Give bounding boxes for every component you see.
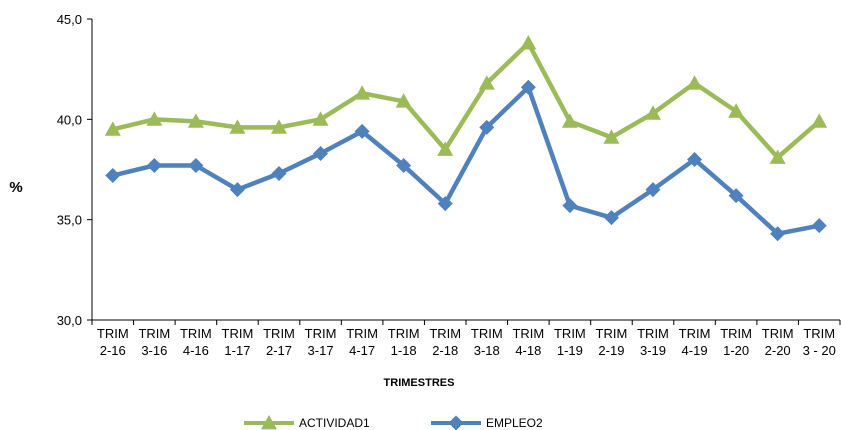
data-point xyxy=(561,113,578,128)
x-tick-label: TRIM 1-18 xyxy=(388,326,420,358)
chart-legend: ACTIVIDAD1 EMPLEO2 xyxy=(244,415,543,430)
data-point xyxy=(770,226,786,242)
data-point xyxy=(562,198,578,214)
data-point xyxy=(271,119,287,134)
x-tick-label: TRIM 2-18 xyxy=(429,326,461,358)
y-tick-label: 35,0 xyxy=(57,213,82,228)
data-point xyxy=(437,141,454,156)
legend-marker xyxy=(261,415,277,430)
data-point xyxy=(146,157,162,173)
data-point xyxy=(645,182,661,198)
data-point xyxy=(105,168,121,184)
x-tick-label: TRIM 4-17 xyxy=(346,326,378,358)
x-tick-label: TRIM 4-19 xyxy=(679,326,711,358)
chart-series xyxy=(104,35,828,242)
series-line xyxy=(110,40,822,160)
x-tick-label: TRIM 1-20 xyxy=(720,326,752,358)
data-point xyxy=(811,218,827,234)
data-point xyxy=(687,151,703,167)
legend-label: ACTIVIDAD1 xyxy=(299,416,370,430)
y-tick-label: 45,0 xyxy=(57,12,82,27)
data-point xyxy=(229,182,245,198)
data-point xyxy=(520,79,536,95)
y-axis-label: % xyxy=(9,179,22,196)
data-point xyxy=(520,35,537,50)
x-tick-label: TRIM 3-19 xyxy=(637,326,669,358)
x-tick-label: TRIM 2-20 xyxy=(762,326,794,358)
data-point xyxy=(728,103,745,118)
legend-label: EMPLEO2 xyxy=(486,416,543,430)
data-point xyxy=(437,196,453,212)
x-tick-label: TRIM 1-17 xyxy=(222,326,254,358)
data-point xyxy=(769,149,786,164)
legend-item: ACTIVIDAD1 xyxy=(244,415,370,430)
x-tick-label: TRIM 1-19 xyxy=(554,326,586,358)
legend-item: EMPLEO2 xyxy=(431,415,543,430)
data-point xyxy=(603,129,620,144)
x-tick-label: TRIM 3-17 xyxy=(305,326,337,358)
data-point xyxy=(312,111,329,126)
data-point xyxy=(645,105,661,120)
x-tick-label: TRIM 2-17 xyxy=(263,326,295,358)
series-line xyxy=(110,84,822,236)
legend-marker xyxy=(448,415,464,430)
data-point xyxy=(686,75,703,90)
data-point xyxy=(229,119,246,134)
data-point xyxy=(479,119,495,135)
data-point xyxy=(728,188,744,204)
chart-axes: 30,0 35,0 40,0 45,0 TRIM 2-16 TRIM 3-16 TRIM 4-16… xyxy=(57,12,841,358)
x-tick-label: TRIM 2-19 xyxy=(596,326,628,358)
x-tick-label: TRIM 3-16 xyxy=(138,326,170,358)
x-tick-label: TRIM 3 - 20 xyxy=(803,326,836,358)
data-point xyxy=(603,210,619,226)
data-point xyxy=(811,113,828,128)
x-tick-label: TRIM 3-18 xyxy=(471,326,503,358)
data-point xyxy=(354,85,371,100)
x-tick-label: TRIM 4-16 xyxy=(180,326,212,358)
x-tick-label: TRIM 4-18 xyxy=(512,326,544,358)
series-empleo2 xyxy=(105,79,827,242)
x-axis-label: TRIMESTRES xyxy=(384,377,455,389)
data-point xyxy=(271,166,287,182)
data-point xyxy=(146,111,163,126)
series-actividad1 xyxy=(104,35,828,164)
data-point xyxy=(396,157,412,173)
data-point xyxy=(187,113,204,128)
y-tick-label: 30,0 xyxy=(57,313,82,328)
data-point xyxy=(395,93,412,108)
data-point xyxy=(313,145,329,161)
data-point xyxy=(104,121,121,136)
data-point xyxy=(188,157,204,173)
data-point xyxy=(354,123,370,139)
x-tick-label: TRIM 2-16 xyxy=(97,326,129,358)
y-tick-label: 40,0 xyxy=(57,112,82,127)
data-point xyxy=(478,75,495,90)
